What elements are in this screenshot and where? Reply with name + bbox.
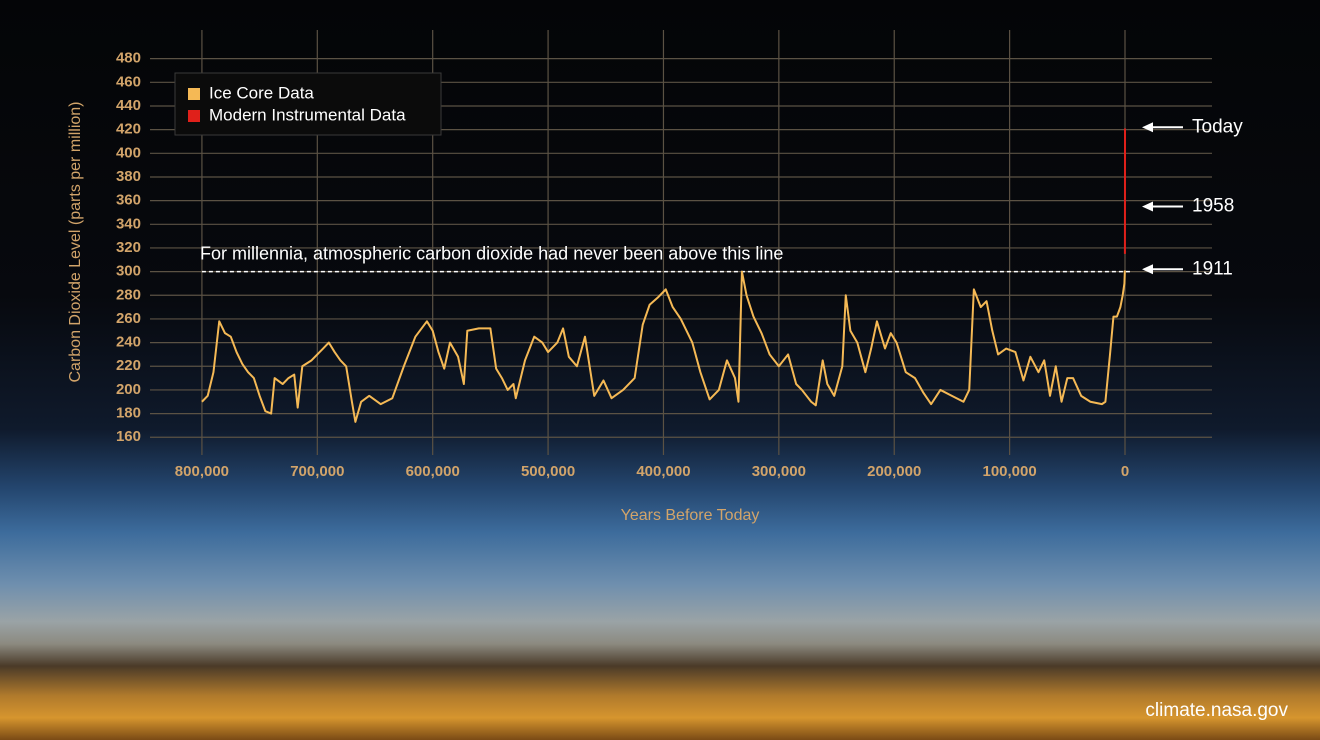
x-tick-label: 200,000 xyxy=(867,463,921,480)
y-tick-label: 440 xyxy=(116,97,141,114)
x-tick-label: 100,000 xyxy=(982,463,1036,480)
x-tick-label: 600,000 xyxy=(406,463,460,480)
legend-swatch xyxy=(188,110,200,122)
arrow-head xyxy=(1142,122,1153,133)
annotation-label: Today xyxy=(1192,116,1243,137)
x-tick-label: 400,000 xyxy=(636,463,690,480)
annotation-label: 1958 xyxy=(1192,196,1234,217)
legend-swatch xyxy=(188,88,200,100)
y-tick-label: 240 xyxy=(116,334,141,351)
y-tick-label: 320 xyxy=(116,239,141,256)
reference-label: For millennia, atmospheric carbon dioxid… xyxy=(200,243,783,263)
y-tick-label: 180 xyxy=(116,405,141,422)
annotation-label: 1911 xyxy=(1192,258,1233,279)
x-axis-label: Years Before Today xyxy=(621,507,760,524)
y-tick-label: 360 xyxy=(116,192,141,209)
y-tick-label: 480 xyxy=(116,50,141,67)
y-tick-label: 420 xyxy=(116,121,141,138)
arrow-head xyxy=(1142,264,1153,275)
source: climate.nasa.gov xyxy=(1145,700,1288,721)
x-tick-label: 0 xyxy=(1121,463,1129,480)
y-tick-label: 160 xyxy=(116,428,141,445)
x-tick-label: 300,000 xyxy=(752,463,806,480)
y-axis-label: Carbon Dioxide Level (parts per million) xyxy=(67,101,84,382)
arrow-head xyxy=(1142,201,1153,212)
y-tick-label: 200 xyxy=(116,381,141,398)
legend-label: Modern Instrumental Data xyxy=(209,105,406,124)
y-tick-label: 260 xyxy=(116,310,141,327)
y-tick-label: 300 xyxy=(116,263,141,280)
y-tick-label: 220 xyxy=(116,357,141,374)
x-tick-label: 700,000 xyxy=(290,463,344,480)
y-tick-label: 460 xyxy=(116,73,141,90)
x-tick-label: 800,000 xyxy=(175,463,229,480)
y-tick-label: 400 xyxy=(116,144,141,161)
legend-box xyxy=(174,72,442,136)
y-tick-label: 380 xyxy=(116,168,141,185)
y-tick-label: 280 xyxy=(116,286,141,303)
legend-label: Ice Core Data xyxy=(209,83,314,102)
x-tick-label: 500,000 xyxy=(521,463,575,480)
y-tick-label: 340 xyxy=(116,215,141,232)
data-line xyxy=(201,270,1126,423)
